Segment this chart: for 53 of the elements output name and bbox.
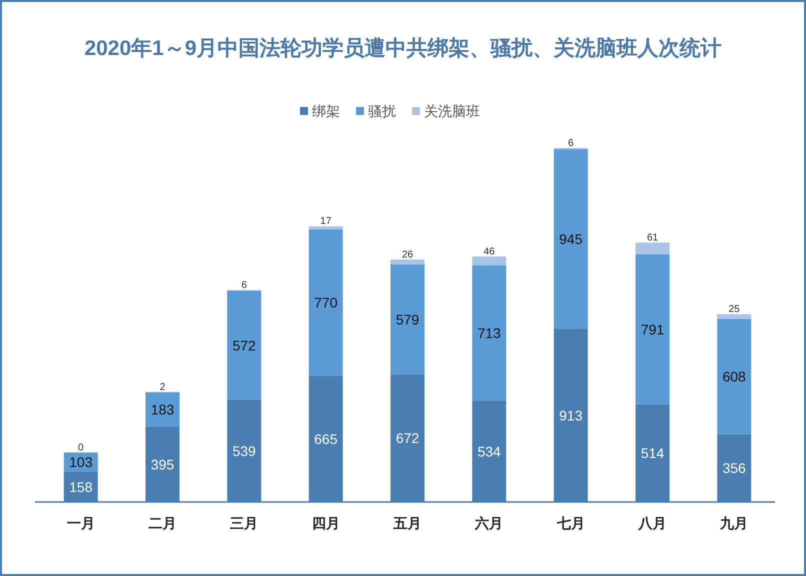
data-label: 2 — [160, 382, 166, 393]
data-label: 608 — [722, 368, 746, 385]
data-label: 356 — [722, 460, 746, 476]
legend-label: 骚扰 — [368, 103, 396, 119]
x-tick-label: 六月 — [474, 515, 504, 531]
chart-title: 2020年1～9月中国法轮功学员遭中共绑架、骚扰、关洗脑班人次统计 — [84, 36, 722, 60]
bar — [390, 264, 424, 374]
x-tick-label: 一月 — [66, 515, 95, 531]
data-label: 945 — [559, 230, 583, 247]
bar — [308, 229, 343, 376]
data-label: 158 — [69, 478, 93, 495]
x-tick-label: 四月 — [312, 515, 340, 531]
data-label: 539 — [232, 442, 256, 459]
data-label: 6 — [241, 280, 248, 291]
data-label: 183 — [150, 402, 174, 418]
x-tick-label: 三月 — [230, 515, 258, 531]
bar — [554, 149, 588, 329]
data-label: 103 — [69, 454, 93, 470]
data-label: 572 — [232, 337, 256, 354]
x-tick-label: 七月 — [556, 515, 585, 531]
bar — [636, 242, 670, 254]
data-label: 791 — [640, 321, 664, 338]
data-label: 61 — [646, 232, 658, 244]
x-tick-label: 九月 — [719, 515, 748, 531]
legend-label: 关洗脑班 — [424, 103, 480, 119]
bar — [717, 314, 752, 319]
data-label: 665 — [314, 430, 338, 447]
x-tick-label: 八月 — [638, 515, 666, 531]
data-label: 770 — [314, 294, 338, 311]
data-label: 579 — [396, 311, 420, 328]
data-label: 26 — [402, 249, 414, 260]
data-label: 672 — [396, 430, 420, 446]
data-label: 0 — [78, 442, 84, 454]
data-label: 534 — [477, 443, 502, 460]
bar — [227, 291, 262, 400]
bar — [472, 256, 506, 266]
data-label: 713 — [477, 324, 502, 341]
x-tick-label: 五月 — [392, 515, 422, 531]
x-tick-label: 二月 — [148, 515, 176, 531]
legend-label: 绑架 — [312, 103, 340, 119]
data-label: 46 — [484, 246, 496, 258]
data-label: 395 — [150, 456, 174, 472]
data-label: 25 — [728, 304, 740, 316]
bar — [390, 259, 424, 264]
bar — [308, 226, 343, 230]
data-label: 6 — [568, 138, 574, 149]
bar — [636, 254, 670, 404]
data-label: 17 — [320, 216, 332, 228]
bar — [717, 318, 752, 434]
bar — [146, 392, 180, 427]
data-label: 913 — [559, 407, 583, 424]
data-label: 514 — [640, 445, 664, 462]
bar — [472, 265, 506, 401]
